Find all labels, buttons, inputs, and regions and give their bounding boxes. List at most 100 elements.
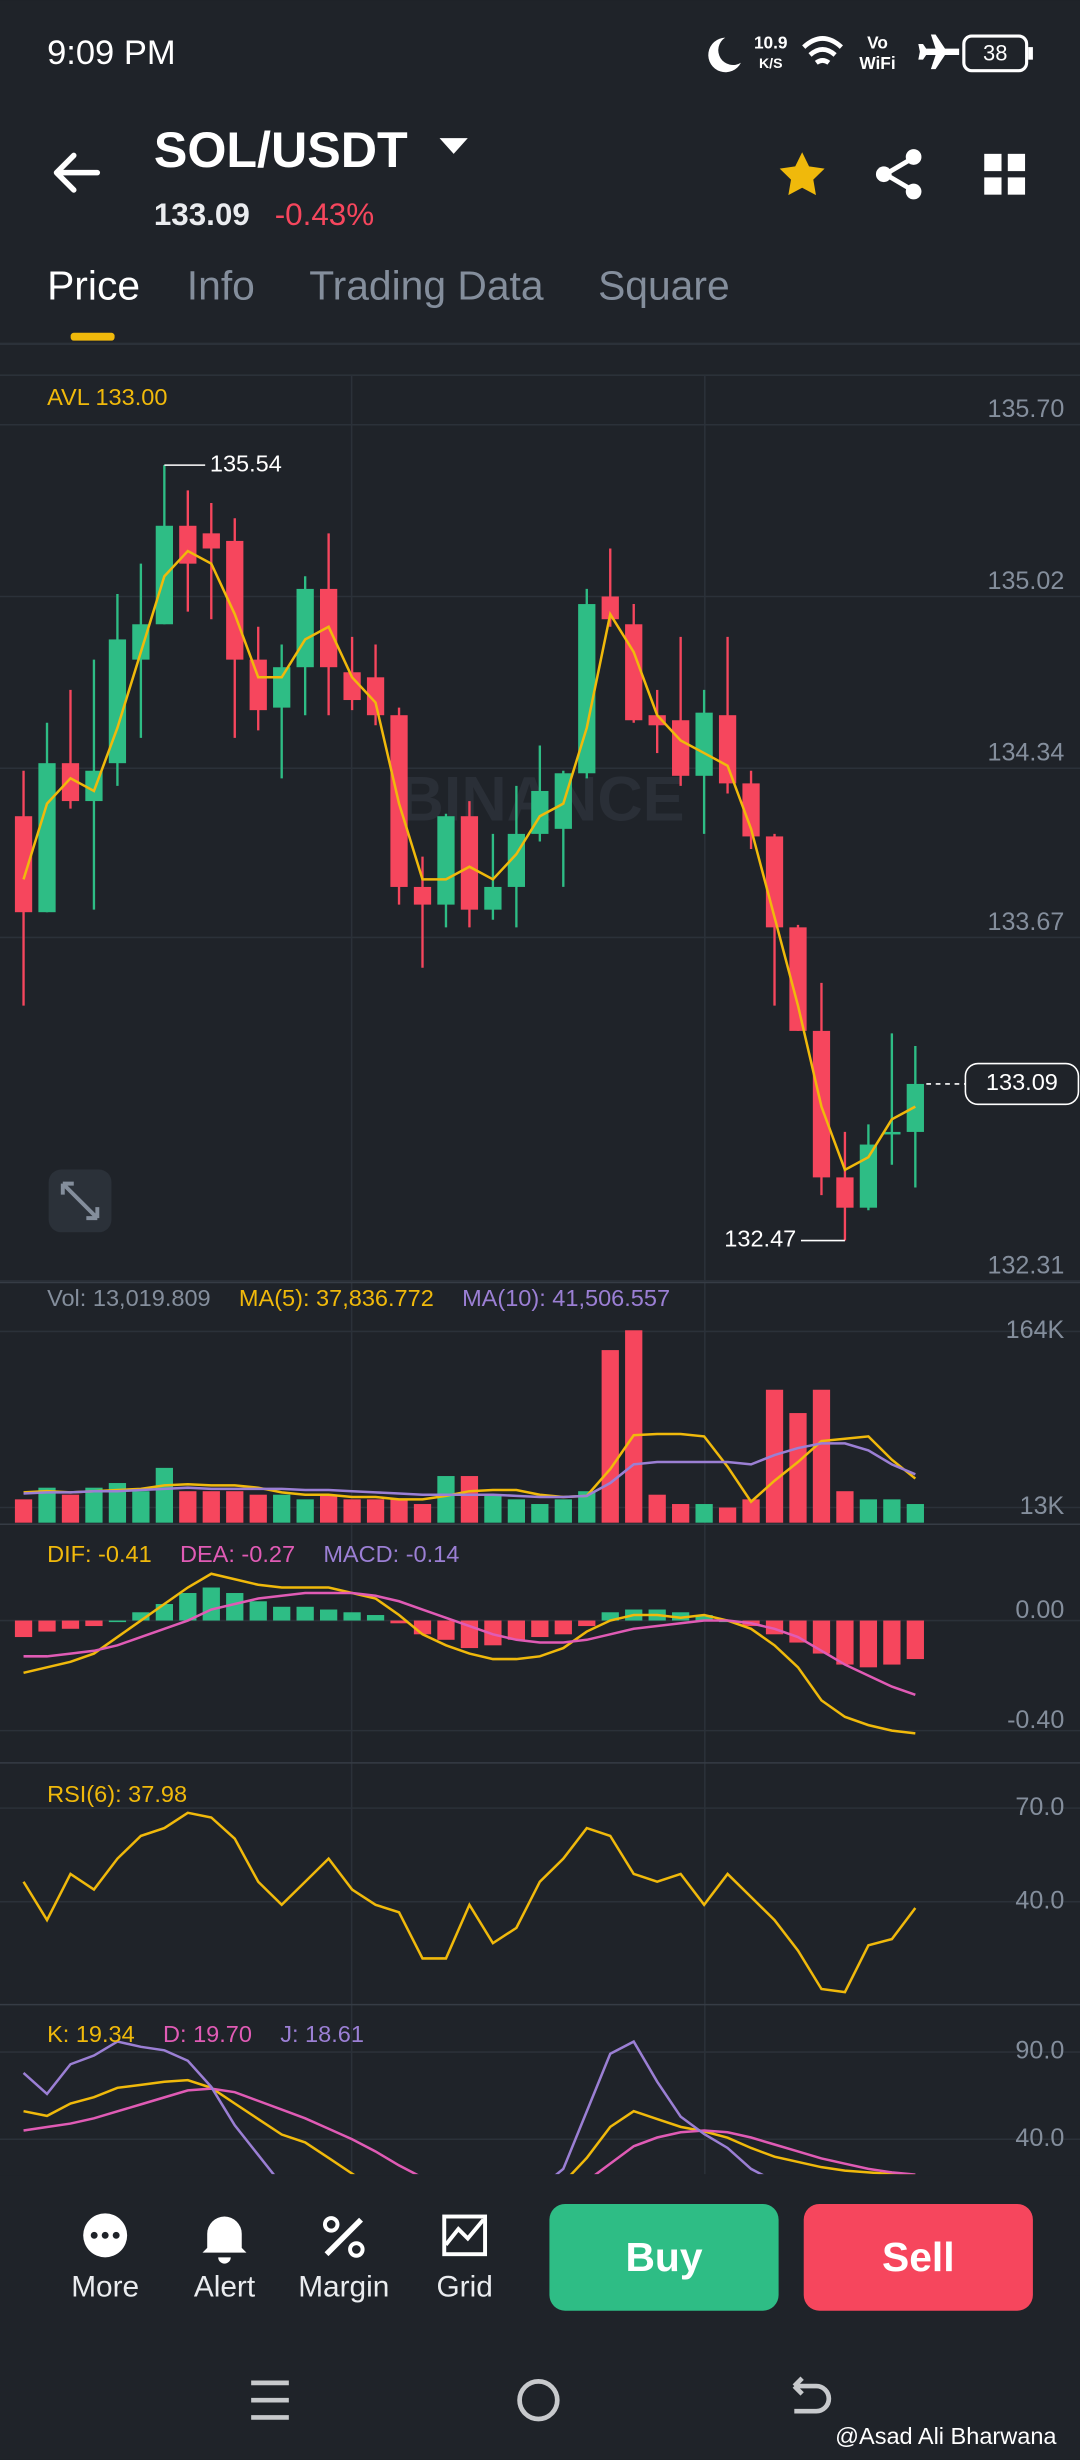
volume-bar — [437, 1476, 455, 1523]
volume-bar — [155, 1467, 173, 1523]
legend-entry: MA(5): 37,836.772 — [239, 1285, 434, 1311]
pair-dropdown[interactable] — [439, 138, 468, 154]
max-label: 135.54 — [210, 450, 282, 476]
volume-bar — [413, 1504, 432, 1523]
y-tick-label: 90.0 — [1015, 2037, 1064, 2065]
more-dot — [112, 2231, 120, 2239]
macd-bar — [155, 1604, 173, 1621]
nav-back[interactable] — [792, 2376, 832, 2414]
back-button[interactable] — [53, 152, 101, 193]
volume-bar — [319, 1494, 338, 1523]
macd-bar — [108, 1620, 127, 1623]
last-price-label: 133.09 — [986, 1069, 1058, 1095]
candle-body — [836, 1177, 854, 1208]
candle-body — [648, 715, 666, 726]
indicator-line — [22, 549, 916, 1172]
margin-button[interactable]: Margin — [298, 2216, 389, 2304]
tab[interactable]: Trading Data — [309, 263, 544, 309]
candle-body — [38, 763, 56, 913]
alert-button[interactable]: Alert — [194, 2216, 256, 2304]
layout-button[interactable] — [984, 153, 1026, 195]
macd-bar — [132, 1612, 150, 1621]
favorite-star[interactable] — [779, 152, 825, 196]
grid-cell — [984, 153, 1002, 172]
toolbar-label: Grid — [436, 2271, 492, 2304]
macd-bar — [578, 1620, 596, 1627]
pair-title[interactable]: SOL/USDT — [154, 122, 408, 178]
y-tick-label: 0.00 — [1015, 1596, 1064, 1624]
indicator-line — [22, 1811, 917, 1994]
candle-body — [718, 715, 737, 784]
tab-active[interactable]: Price — [47, 263, 140, 309]
y-tick-label: 133.67 — [987, 908, 1064, 936]
candle-body — [883, 1131, 901, 1135]
macd-bar — [531, 1620, 549, 1638]
y-tick-label: 135.02 — [987, 567, 1064, 595]
y-tick-label: 135.70 — [987, 395, 1064, 423]
macd-bar — [883, 1620, 901, 1665]
min-label: 132.47 — [724, 1226, 796, 1252]
indicator-line — [22, 2039, 764, 2175]
macd-bar — [413, 1620, 432, 1635]
volume-bar — [61, 1494, 80, 1523]
legend-entry: MACD: -0.14 — [323, 1541, 459, 1567]
volume-bar — [460, 1476, 479, 1523]
candle-body — [343, 672, 361, 701]
margin-icon — [348, 2241, 365, 2258]
last-price-box — [964, 1062, 1080, 1106]
indicator-line — [23, 1432, 917, 1504]
legend-entry: RSI(6): 37.98 — [47, 1781, 187, 1807]
volume-bar — [484, 1494, 502, 1523]
toolbar-label: Margin — [298, 2271, 389, 2304]
more-button[interactable]: More — [71, 2213, 139, 2304]
airplane-icon — [918, 34, 960, 70]
volume-bar — [859, 1499, 878, 1523]
volume-bar — [789, 1413, 807, 1523]
legend-entry: MA(10): 41,506.557 — [462, 1285, 670, 1311]
volume-bar — [648, 1494, 666, 1523]
sell-button[interactable]: Sell — [803, 2203, 1033, 2311]
grid-cell — [1007, 153, 1026, 172]
sell-label: Sell — [882, 2234, 955, 2280]
volume-bar — [578, 1491, 596, 1523]
buy-button[interactable]: Buy — [549, 2203, 779, 2311]
macd-bar — [343, 1612, 361, 1621]
sell-bg — [803, 2203, 1033, 2311]
volume-bar — [812, 1389, 831, 1523]
margin-icon — [324, 2217, 363, 2257]
volume-bar — [179, 1491, 197, 1523]
macd-bar — [14, 1620, 33, 1638]
tab[interactable]: Square — [598, 263, 730, 309]
grid-button[interactable]: Grid — [436, 2214, 493, 2304]
legend-entry: K: 19.34 — [47, 2021, 135, 2047]
fullscreen-button[interactable] — [48, 1169, 112, 1233]
macd-bar — [601, 1612, 619, 1621]
volume-bar — [343, 1499, 361, 1523]
nav-menu[interactable] — [251, 2380, 289, 2420]
candle-body — [226, 540, 244, 660]
candle-body — [366, 677, 385, 716]
y-tick-label: 164K — [1006, 1316, 1065, 1344]
legend-entry: DIF: -0.41 — [47, 1541, 152, 1567]
nav-home[interactable] — [517, 2378, 560, 2422]
network-top: Vo — [867, 33, 888, 53]
macd-bar — [789, 1620, 807, 1643]
y-tick-label: 40.0 — [1015, 2124, 1064, 2152]
volume-bar — [625, 1330, 643, 1523]
macd-bar — [38, 1620, 56, 1632]
indicator-line — [23, 2087, 916, 2175]
tab[interactable]: Info — [187, 263, 255, 309]
candle-body — [61, 763, 80, 802]
macd-bar — [390, 1620, 408, 1624]
grid-cell — [1007, 177, 1026, 195]
candle-body — [578, 604, 596, 774]
y-tick-label: 132.31 — [987, 1251, 1064, 1279]
share-button[interactable] — [875, 149, 922, 200]
macd-bar — [507, 1620, 526, 1640]
macd-bar — [484, 1620, 502, 1646]
volume-bar — [108, 1483, 127, 1523]
candle-body — [672, 720, 690, 776]
macd-bar — [319, 1609, 338, 1621]
volume-bar — [672, 1504, 690, 1523]
candle-body — [108, 639, 127, 764]
